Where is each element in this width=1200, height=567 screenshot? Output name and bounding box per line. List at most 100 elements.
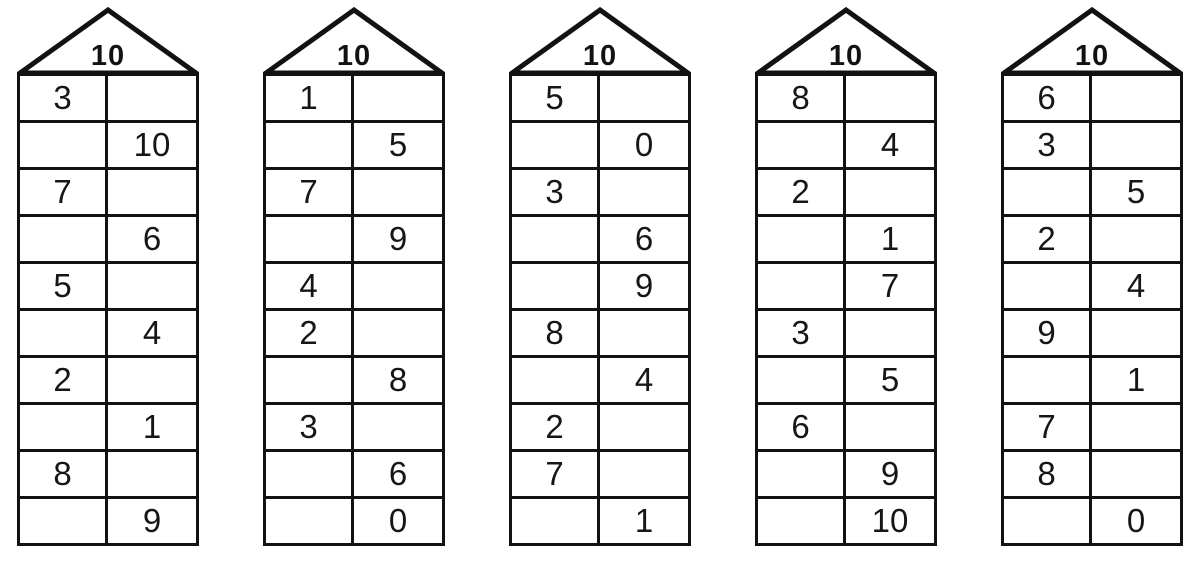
- answer-cell[interactable]: [108, 264, 196, 308]
- house-row: 9: [758, 452, 934, 499]
- given-number-cell: 6: [142, 219, 162, 257]
- answer-cell[interactable]: [600, 405, 688, 449]
- given-number-cell: 1: [1126, 360, 1146, 398]
- answer-cell[interactable]: [1004, 358, 1092, 402]
- answer-cell[interactable]: [758, 358, 846, 402]
- answer-cell[interactable]: [1092, 452, 1180, 496]
- given-number-cell: 3: [512, 170, 600, 214]
- house-row: 4: [512, 358, 688, 405]
- house-row: 8: [266, 358, 442, 405]
- answer-cell[interactable]: [512, 123, 600, 167]
- house-row: 1: [266, 76, 442, 123]
- answer-cell[interactable]: [512, 217, 600, 261]
- given-number-cell: 9: [634, 266, 654, 304]
- given-number-cell: 8: [512, 311, 600, 355]
- answer-cell[interactable]: [1092, 217, 1180, 261]
- given-number-cell: 4: [880, 125, 900, 163]
- house-row: 7: [758, 264, 934, 311]
- answer-cell[interactable]: [600, 170, 688, 214]
- answer-cell[interactable]: [1004, 264, 1092, 308]
- answer-cell[interactable]: [600, 452, 688, 496]
- answer-cell[interactable]: [266, 217, 354, 261]
- house-roof: 10: [17, 6, 199, 76]
- answer-cell[interactable]: [108, 170, 196, 214]
- roof-triangle-icon: [263, 6, 445, 76]
- answer-cell[interactable]: [108, 452, 196, 496]
- house-row: 1: [512, 499, 688, 543]
- answer-cell[interactable]: [108, 76, 196, 120]
- answer-cell[interactable]: [846, 405, 934, 449]
- given-number-cell: 4: [1126, 266, 1146, 304]
- answer-cell[interactable]: [600, 76, 688, 120]
- house-row: 9: [20, 499, 196, 543]
- answer-cell[interactable]: [1004, 499, 1092, 543]
- answer-cell[interactable]: [512, 499, 600, 543]
- answer-cell[interactable]: [758, 217, 846, 261]
- given-number-cell: 3: [266, 405, 354, 449]
- house-row: 1: [1004, 358, 1180, 405]
- given-number-cell: 1: [142, 407, 162, 445]
- answer-cell[interactable]: [1092, 405, 1180, 449]
- house-row: 3: [20, 76, 196, 123]
- roof-number: 10: [582, 40, 618, 72]
- answer-cell[interactable]: [1092, 123, 1180, 167]
- roof-number: 10: [90, 40, 126, 72]
- answer-cell[interactable]: [758, 264, 846, 308]
- answer-cell[interactable]: [846, 76, 934, 120]
- answer-cell[interactable]: [20, 405, 108, 449]
- given-number-cell: 5: [1126, 172, 1146, 210]
- house-row: 3: [512, 170, 688, 217]
- answer-cell[interactable]: [266, 358, 354, 402]
- house-row: 8: [758, 76, 934, 123]
- answer-cell[interactable]: [758, 452, 846, 496]
- roof-number: 10: [1074, 40, 1110, 72]
- house-row: 9: [1004, 311, 1180, 358]
- answer-cell[interactable]: [512, 264, 600, 308]
- given-number-cell: 1: [266, 76, 354, 120]
- answer-cell[interactable]: [846, 311, 934, 355]
- house-row: 4: [20, 311, 196, 358]
- answer-cell[interactable]: [20, 217, 108, 261]
- answer-cell[interactable]: [1092, 311, 1180, 355]
- given-number-cell: 7: [512, 452, 600, 496]
- given-number-cell: 2: [758, 170, 846, 214]
- answer-cell[interactable]: [20, 123, 108, 167]
- given-number-cell: 9: [880, 454, 900, 492]
- answer-cell[interactable]: [354, 264, 442, 308]
- answer-cell[interactable]: [1092, 76, 1180, 120]
- given-number-cell: 7: [1004, 405, 1092, 449]
- given-number-cell: 10: [133, 125, 171, 163]
- house-row: 2: [266, 311, 442, 358]
- house-row: 9: [266, 217, 442, 264]
- answer-cell[interactable]: [354, 311, 442, 355]
- answer-cell[interactable]: [354, 405, 442, 449]
- roof-triangle-icon: [17, 6, 199, 76]
- answer-cell[interactable]: [354, 76, 442, 120]
- answer-cell[interactable]: [512, 358, 600, 402]
- answer-cell[interactable]: [266, 499, 354, 543]
- answer-cell[interactable]: [1004, 170, 1092, 214]
- given-number-cell: 9: [388, 219, 408, 257]
- answer-cell[interactable]: [758, 123, 846, 167]
- house-roof: 10: [755, 6, 937, 76]
- answer-cell[interactable]: [20, 499, 108, 543]
- answer-cell[interactable]: [266, 452, 354, 496]
- house-roof: 10: [509, 6, 691, 76]
- answer-cell[interactable]: [758, 499, 846, 543]
- answer-cell[interactable]: [108, 358, 196, 402]
- given-number-cell: 2: [1004, 217, 1092, 261]
- answer-cell[interactable]: [354, 170, 442, 214]
- roof-triangle-icon: [509, 6, 691, 76]
- answer-cell[interactable]: [600, 311, 688, 355]
- given-number-cell: 6: [1004, 76, 1092, 120]
- answer-cell[interactable]: [20, 311, 108, 355]
- house-row: 6: [512, 217, 688, 264]
- answer-cell[interactable]: [846, 170, 934, 214]
- given-number-cell: 4: [634, 360, 654, 398]
- house-row: 7: [512, 452, 688, 499]
- house-row: 9: [512, 264, 688, 311]
- answer-cell[interactable]: [266, 123, 354, 167]
